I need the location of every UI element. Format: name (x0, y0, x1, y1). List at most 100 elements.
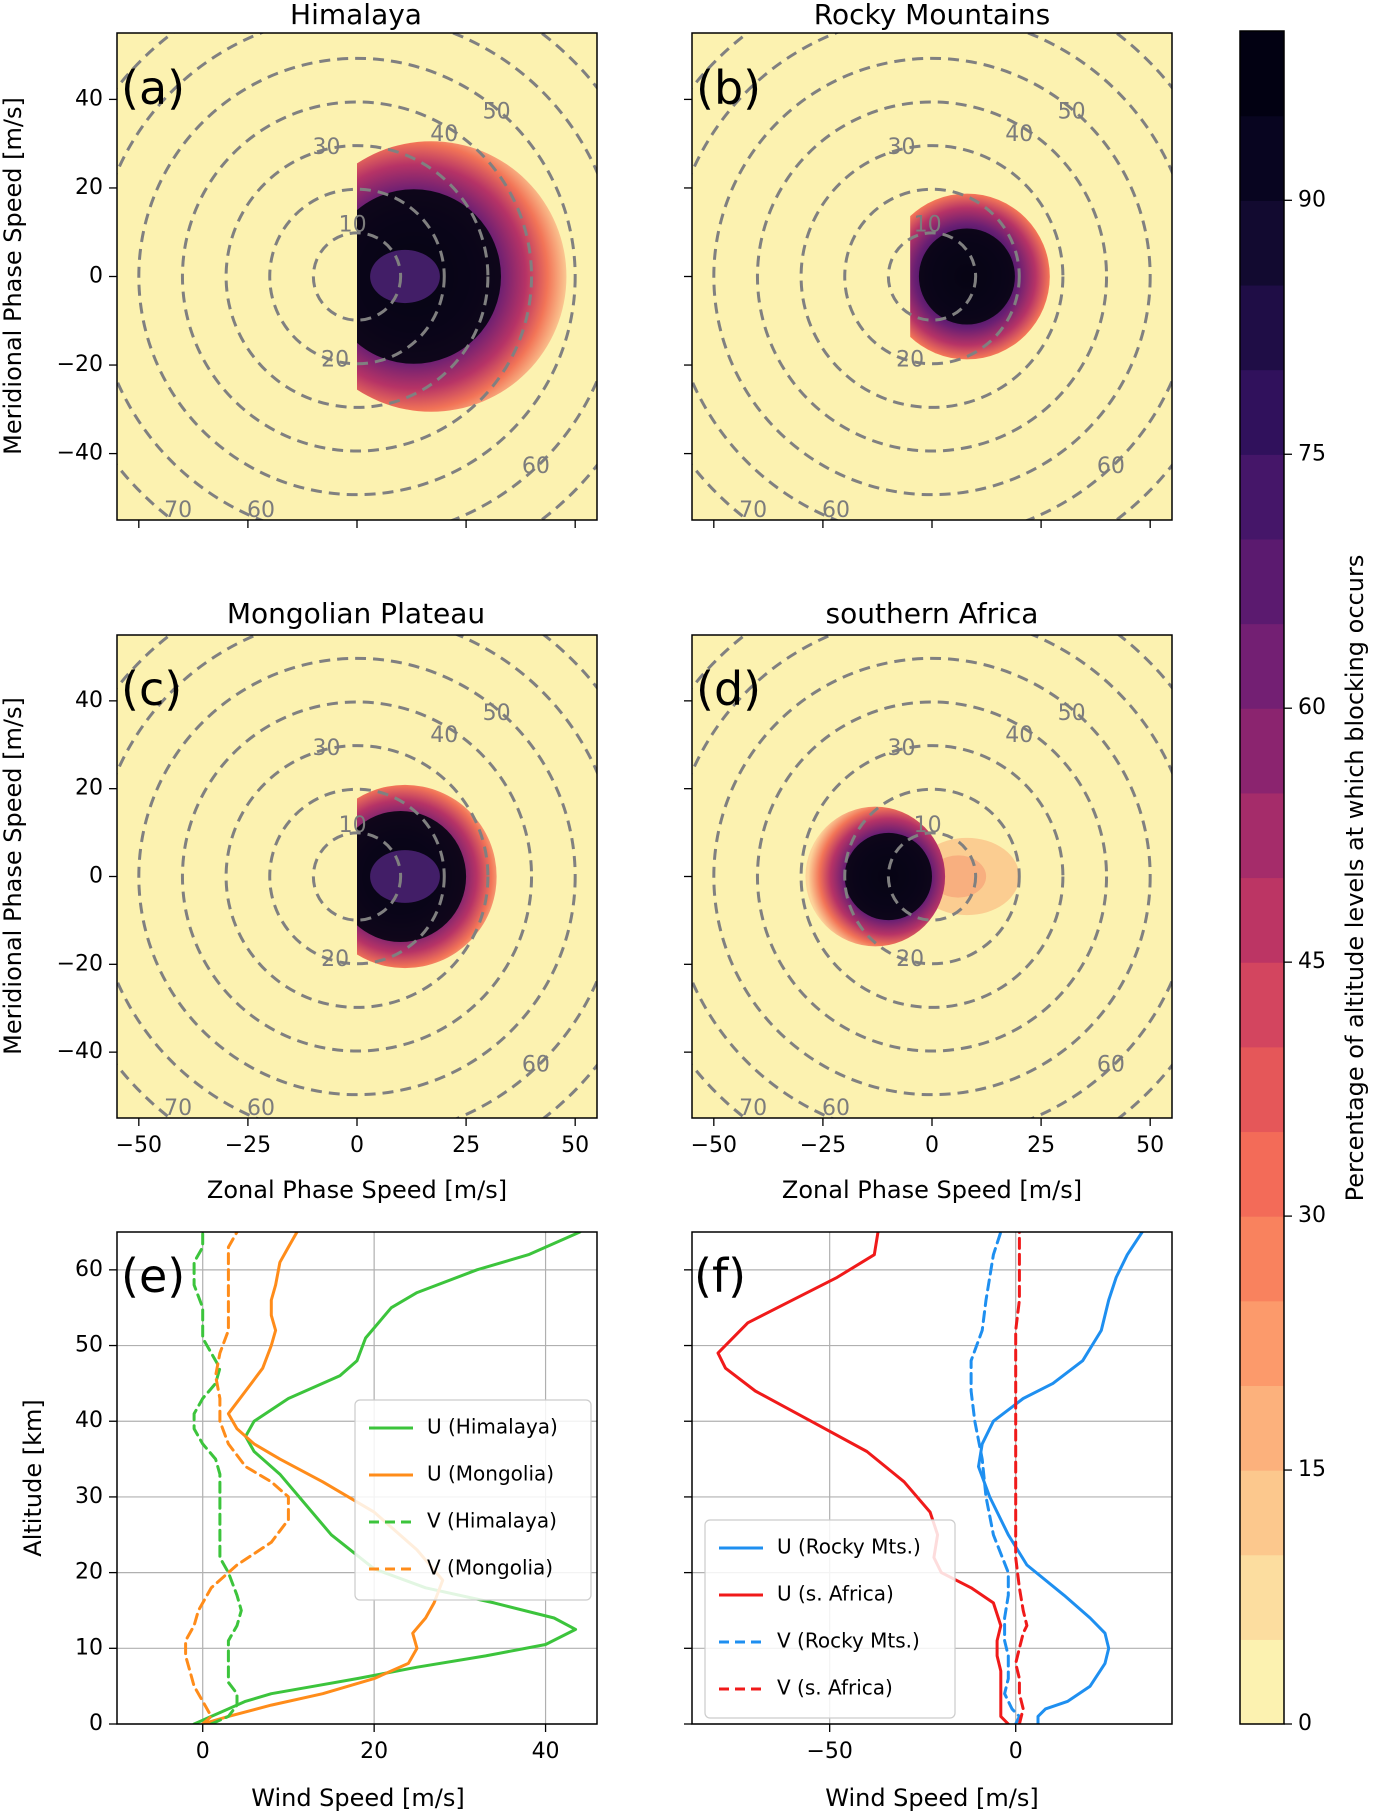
y-tick-label: 20 (75, 175, 103, 200)
wind-speed-contour (137, 56, 577, 497)
contour-label: 40 (1005, 723, 1033, 748)
panel-e-ylabel: Altitude [km] (19, 1399, 47, 1556)
legend-entry: U (Himalaya) (427, 1415, 558, 1439)
contour-label: 60 (247, 498, 275, 523)
series-group (184, 1232, 582, 1724)
wind-speed-contour (799, 744, 1065, 1009)
legend-entry: V (Mongolia) (427, 1556, 553, 1580)
panel-d-label: (d) (696, 662, 761, 716)
panel-d-x-ticks: −50 −25 0 25 50 (691, 1133, 1165, 1158)
colorbar-band (1240, 708, 1284, 794)
contour-label: 40 (1005, 122, 1033, 147)
x-tick-label: 50 (561, 1133, 589, 1158)
contour-label: 60 (822, 498, 850, 523)
colorbar-tick-label: 60 (1298, 695, 1326, 720)
x-tick-label: 0 (196, 1739, 210, 1764)
legend-entry: V (Rocky Mts.) (777, 1629, 920, 1653)
contour-label: 40 (430, 122, 458, 147)
wind-speed-contour (180, 100, 534, 453)
panel-c-frame (116, 634, 598, 1119)
wind-speed-contour (712, 56, 1152, 497)
blocking-core-highlight (370, 850, 440, 903)
contour-label: 60 (522, 454, 550, 479)
x-tick-label: 25 (452, 1133, 480, 1158)
contour-label: 10 (339, 213, 367, 238)
contour-label: 60 (1097, 1052, 1125, 1077)
y-tick-label: −20 (57, 951, 103, 976)
series-line (1014, 1232, 1029, 1724)
colorbar-band (1240, 200, 1284, 286)
y-tick-label: 0 (89, 1711, 103, 1736)
colorbar-tick-label: 90 (1298, 187, 1326, 212)
panel-a-label: (a) (121, 61, 185, 115)
contour-label: 70 (596, 454, 624, 479)
x-tick-label: −50 (116, 1133, 162, 1158)
panel-e-xlabel: Wind Speed [m/s] (251, 1784, 465, 1812)
contour-label: 20 (321, 348, 349, 373)
colorbar: 0 15 30 45 60 75 90 Percentage of altitude lev… (1239, 30, 1369, 1736)
wind-speed-contour (137, 656, 577, 1097)
contour-label: 60 (522, 1052, 550, 1077)
panel-b-rocky-mountains: Rocky Mountains 10 20 30 40 50 60 60 70 (b) (684, 0, 1173, 528)
panel-a-y-ticks: 40 20 0 −20 −40 (57, 86, 103, 465)
panel-b-plot: 10 20 30 40 50 60 60 70 (684, 33, 1172, 528)
blocking-core-highlight (370, 249, 440, 304)
y-tick-label: 20 (75, 1560, 103, 1585)
colorbar-band (1240, 623, 1284, 709)
colorbar-band (1240, 1385, 1284, 1471)
panel-c-label: (c) (121, 662, 182, 716)
colorbar-tick-label: 75 (1298, 441, 1326, 466)
colorbar-band (1240, 1470, 1284, 1556)
y-tick-label: 10 (75, 1635, 103, 1660)
colorbar-band (1240, 1216, 1284, 1302)
colorbar-band (1240, 369, 1284, 455)
colorbar-band (1240, 115, 1284, 201)
y-tick-label: −40 (57, 441, 103, 466)
plot-area: 10 20 30 40 50 60 60 70 (692, 635, 1172, 1121)
contour-label: 20 (896, 947, 924, 972)
series-line (969, 1232, 1021, 1724)
legend-entry: V (Himalaya) (427, 1509, 557, 1533)
plot-area: 10 20 30 40 50 60 60 70 (692, 33, 1172, 523)
colorbar-band (1240, 877, 1284, 963)
colorbar-tick-label: 45 (1298, 949, 1326, 974)
y-tick-label: −20 (57, 352, 103, 377)
series-line (201, 1232, 445, 1724)
colorbar-band (1240, 792, 1284, 879)
y-tick-label: 40 (75, 688, 103, 713)
contour-label: 30 (887, 736, 915, 761)
wind-speed-contour (268, 787, 446, 966)
panel-c-ylabel: Meridional Phase Speed [m/s] (0, 697, 27, 1055)
contour-label: 50 (1058, 100, 1086, 125)
x-tick-label: 40 (532, 1739, 560, 1764)
contour-label: 50 (483, 701, 511, 726)
colorbar-band (1240, 1554, 1284, 1640)
colorbar-band (1240, 538, 1284, 625)
colorbar-band (1240, 1300, 1284, 1386)
panel-a-frame (116, 32, 598, 521)
wind-speed-contour (886, 831, 978, 922)
y-tick-label: 30 (75, 1484, 103, 1509)
y-tick-label: 60 (75, 1257, 103, 1282)
panel-a-plot: 10 20 30 40 50 60 60 70 70 (109, 33, 624, 528)
wind-speed-contour (799, 144, 1065, 409)
x-tick-label: 0 (925, 1133, 939, 1158)
panel-d-title: southern Africa (826, 597, 1039, 630)
wind-speed-contour (886, 231, 978, 322)
panel-c-mongolian-plateau: Mongolian Plateau 10 20 30 40 50 60 60 70 70 (c)… (0, 597, 624, 1204)
y-tick-label: 50 (75, 1333, 103, 1358)
contour-label: 70 (596, 1052, 624, 1077)
legend-entry: U (Rocky Mts.) (777, 1535, 921, 1559)
plot-area: 10 20 30 40 50 60 60 70 70 (117, 33, 624, 523)
x-tick-label: −25 (800, 1133, 846, 1158)
wind-speed-contour (180, 700, 534, 1053)
contour-label: 10 (914, 813, 942, 838)
contour-label: 60 (1097, 454, 1125, 479)
x-tick-label: 0 (350, 1133, 364, 1158)
x-tick-label: 50 (1136, 1133, 1164, 1158)
contour-label: 70 (739, 1096, 767, 1121)
colorbar-band (1240, 1131, 1284, 1217)
contour-label: 70 (164, 498, 192, 523)
